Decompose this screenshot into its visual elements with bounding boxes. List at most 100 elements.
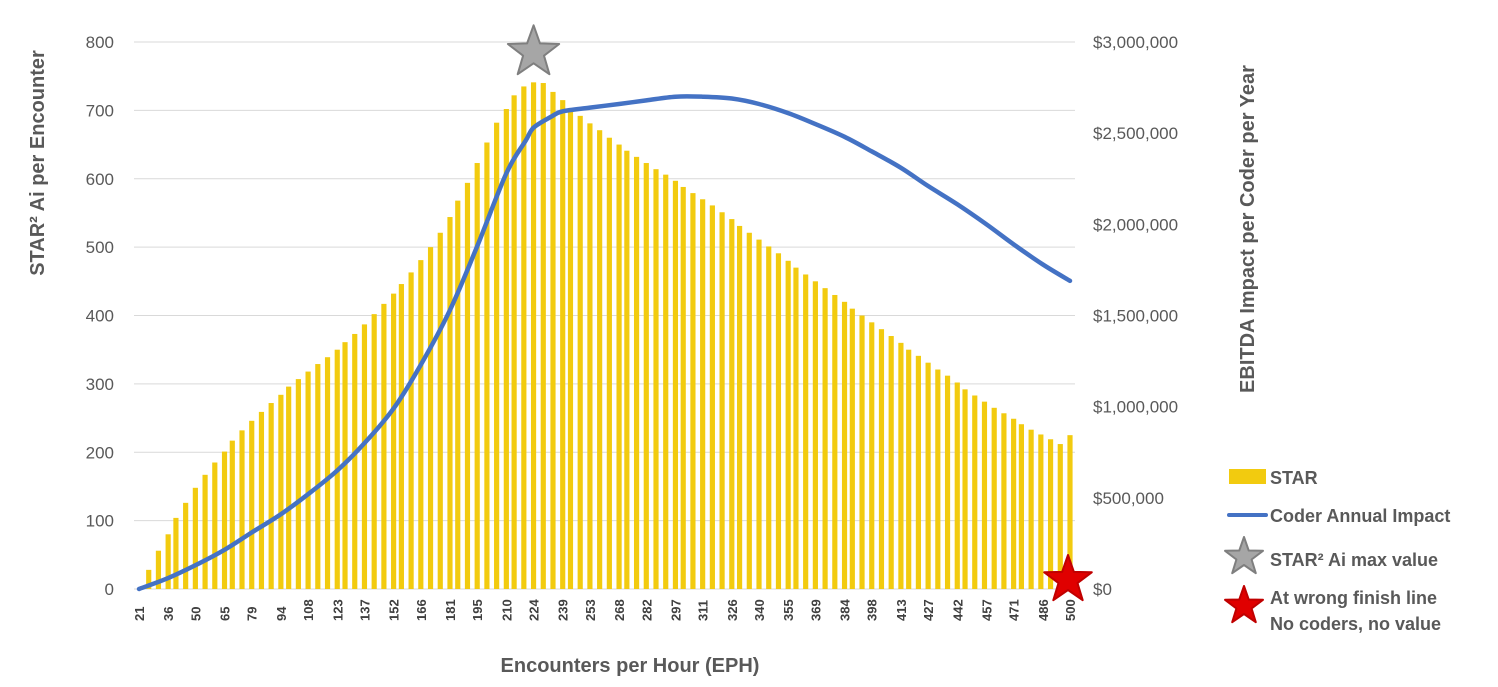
bar — [361, 324, 368, 589]
x-tick-label: 21 — [132, 607, 147, 621]
bar — [183, 502, 189, 589]
bar — [239, 430, 245, 589]
bar — [324, 357, 331, 589]
x-tick-label: 398 — [865, 599, 880, 621]
bar — [202, 474, 208, 589]
bar — [785, 260, 791, 589]
bar — [437, 232, 443, 590]
bar — [587, 123, 593, 590]
bar — [915, 355, 921, 589]
y2-axis-title: EBITDA Impact per Coder per Year — [1237, 65, 1259, 393]
legend-gray-star-icon — [1224, 536, 1264, 575]
x-tick-label: 195 — [470, 599, 485, 621]
bar — [511, 95, 517, 590]
bar — [192, 487, 198, 589]
x-tick-label: 50 — [188, 607, 203, 621]
x-tick-label: 152 — [387, 599, 402, 621]
bar — [962, 389, 968, 589]
bar — [898, 342, 904, 589]
x-tick-label: 123 — [330, 599, 345, 621]
y-axis-title: STAR² Ai per Encounter — [27, 50, 49, 276]
bar — [229, 440, 235, 589]
bar — [606, 137, 612, 589]
y-tick-label: 500 — [86, 238, 114, 257]
bar — [1018, 424, 1024, 589]
bar — [530, 82, 537, 589]
bar — [849, 308, 855, 589]
y2-tick-label: $0 — [1093, 580, 1112, 599]
bar — [1047, 439, 1054, 589]
bar — [391, 293, 397, 589]
bar — [540, 83, 546, 590]
x-tick-label: 210 — [499, 599, 514, 621]
x-axis-title: Encounters per Hour (EPH) — [501, 655, 760, 677]
bar — [709, 205, 715, 589]
bar — [756, 239, 762, 589]
bar — [643, 163, 649, 589]
legend-swatch-star — [1229, 469, 1266, 484]
y2-tick-label: $1,000,000 — [1093, 398, 1178, 417]
y2-tick-label: $2,000,000 — [1093, 215, 1178, 234]
bar — [1038, 434, 1044, 589]
star-markers — [506, 24, 1093, 602]
x-tick-label: 79 — [245, 607, 260, 621]
y2-tick-label: $3,000,000 — [1093, 33, 1178, 52]
x-tick-label: 340 — [752, 599, 767, 621]
x-tick-label: 369 — [808, 599, 823, 621]
bar — [221, 451, 228, 589]
bar-series-star — [146, 82, 1073, 590]
x-tick-label: 442 — [950, 599, 965, 621]
y2-axis-ticks: $0 $500,000 $1,000,000 $1,500,000 $2,000,000… — [1093, 33, 1178, 599]
bar — [418, 260, 424, 589]
bar — [878, 329, 885, 589]
bar — [560, 100, 566, 590]
y-tick-label: 400 — [86, 307, 114, 326]
x-tick-label: 471 — [1007, 599, 1022, 621]
bar — [503, 109, 509, 589]
bar — [869, 322, 875, 589]
y-tick-label: 100 — [86, 512, 114, 531]
y2-tick-label: $1,500,000 — [1093, 307, 1178, 326]
bar — [888, 336, 894, 589]
legend-label-coder-annual-impact: Coder Annual Impact — [1270, 506, 1450, 526]
x-tick-label: 36 — [161, 607, 176, 621]
bar — [398, 284, 404, 589]
y-tick-label: 800 — [86, 33, 114, 52]
y2-tick-label: $2,500,000 — [1093, 124, 1178, 143]
x-tick-label: 486 — [1036, 599, 1051, 621]
bar — [1057, 444, 1063, 589]
gridlines — [134, 41, 1075, 590]
x-tick-label: 500 — [1063, 599, 1078, 621]
bar — [305, 371, 311, 589]
x-tick-label: 384 — [838, 599, 853, 621]
bar — [295, 379, 301, 589]
bar — [906, 349, 912, 589]
bar — [633, 156, 640, 589]
x-tick-label: 137 — [357, 599, 372, 621]
bar — [165, 534, 171, 589]
bar — [746, 232, 752, 590]
y-tick-label: 300 — [86, 375, 114, 394]
bar — [146, 569, 152, 589]
bar — [972, 395, 978, 589]
bar — [793, 267, 799, 589]
bar — [925, 362, 931, 589]
bar — [954, 382, 960, 589]
bar — [729, 219, 735, 589]
x-tick-label: 224 — [527, 599, 542, 621]
bar — [991, 407, 997, 589]
bar — [766, 246, 772, 589]
bar — [550, 91, 556, 589]
x-tick-label: 326 — [725, 599, 740, 621]
x-tick-label: 268 — [612, 599, 627, 621]
x-tick-label: 355 — [781, 599, 796, 621]
bar — [935, 369, 941, 589]
x-tick-label: 457 — [979, 599, 994, 621]
legend-label-max-value: STAR² Ai max value — [1270, 550, 1438, 570]
bar — [944, 375, 951, 589]
x-tick-label: 94 — [274, 606, 289, 621]
line-path — [136, 94, 1073, 592]
legend-label-star: STAR — [1270, 468, 1318, 488]
x-tick-label: 108 — [301, 599, 316, 621]
